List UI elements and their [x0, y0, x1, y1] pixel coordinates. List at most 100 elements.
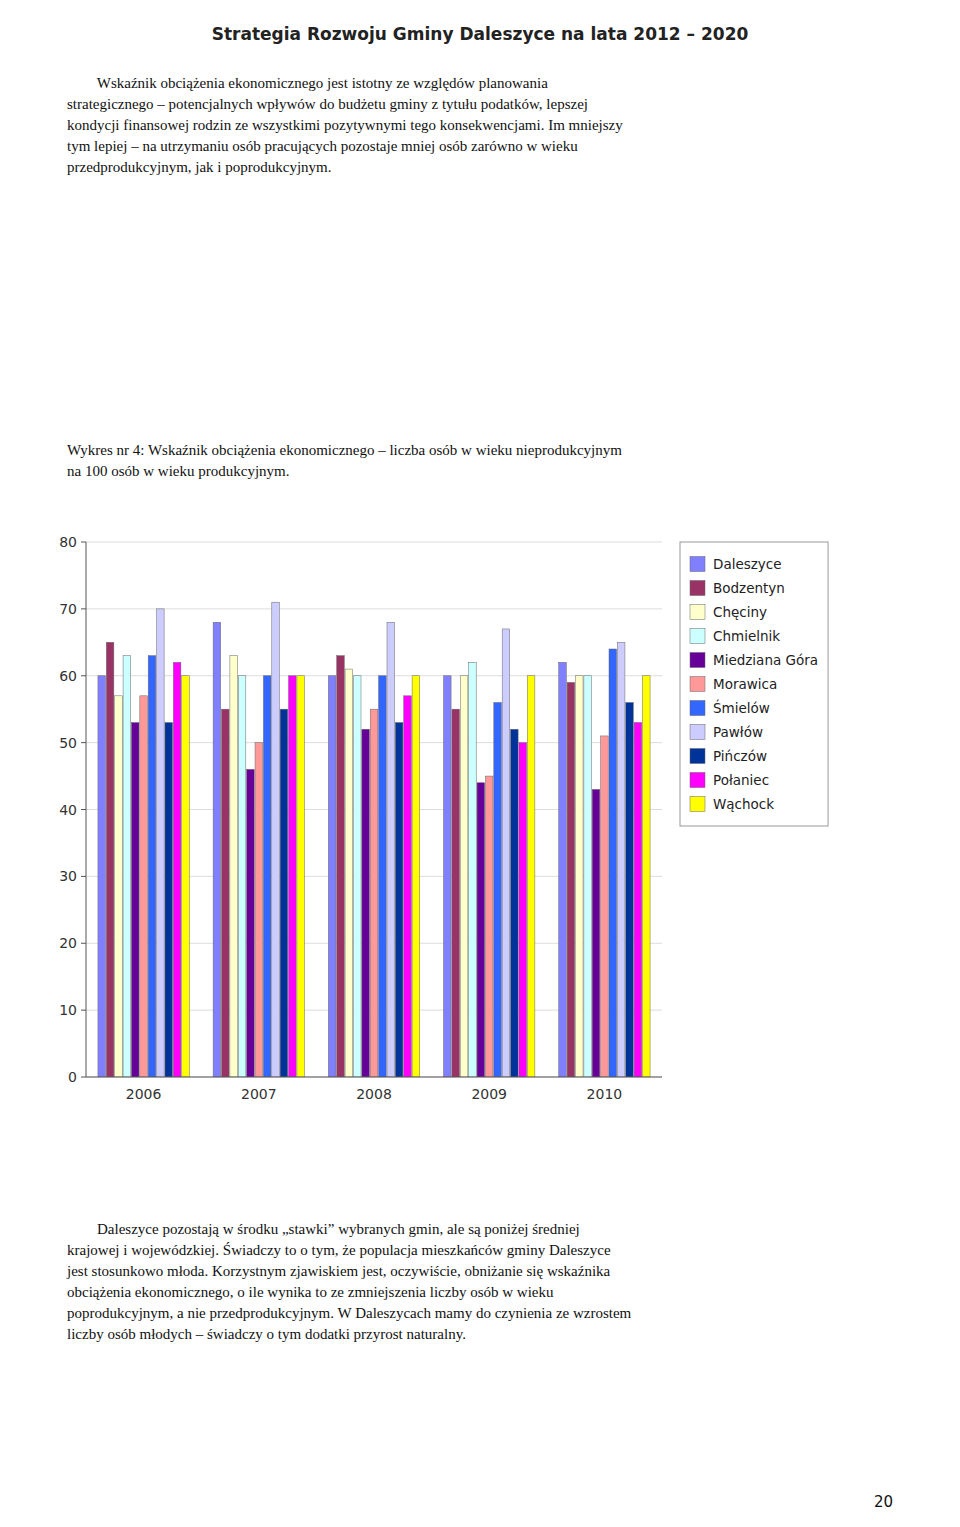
bar — [123, 656, 131, 1077]
series — [98, 622, 566, 1077]
y-tick-label: 20 — [59, 935, 77, 951]
bar — [173, 662, 181, 1077]
page-canvas: Strategia Rozwoju Gminy Daleszyce na lat… — [0, 0, 960, 1527]
bar — [601, 736, 609, 1077]
bar — [469, 662, 477, 1077]
bar — [511, 729, 519, 1077]
bar — [387, 622, 395, 1077]
y-tick — [81, 608, 86, 609]
legend-swatch — [690, 677, 705, 692]
series — [165, 703, 633, 1078]
bar — [328, 676, 336, 1077]
bar — [157, 609, 165, 1077]
page: {"chart_data": { "type": "bar", "title":… — [0, 0, 960, 1527]
y-tick-label: 0 — [68, 1069, 77, 1085]
bar — [131, 723, 139, 1077]
bar — [362, 729, 370, 1077]
legend-swatch — [690, 557, 705, 572]
y-tick — [81, 1077, 86, 1078]
x-tick-label: 2009 — [471, 1086, 507, 1102]
x-axis-line — [86, 1077, 662, 1078]
text-block: 20 — [874, 1493, 893, 1511]
paragraph-line: Wykres nr 4: Wskaźnik obciążenia ekonomi… — [67, 442, 622, 458]
y-tick — [81, 943, 86, 944]
y-tick-label: 60 — [59, 668, 77, 684]
legend: DaleszyceBodzentynChęcinyChmielnikMiedzi… — [680, 542, 828, 826]
bar — [106, 642, 114, 1077]
bar — [575, 676, 583, 1077]
bar — [263, 676, 271, 1077]
bar — [609, 649, 617, 1077]
bar — [213, 622, 221, 1077]
bar — [634, 723, 642, 1077]
grid-line — [86, 1077, 662, 1078]
bar — [289, 676, 297, 1077]
bar — [353, 676, 361, 1077]
paragraph-line: krajowej i wojewódzkiej. Świadczy to o t… — [67, 1242, 611, 1258]
y-axis-line — [86, 542, 87, 1077]
page-number: 20 — [874, 1493, 893, 1511]
y-axis: 01020304050607080 — [59, 534, 86, 1085]
y-tick-label: 40 — [59, 802, 77, 818]
paragraph-line: przedprodukcyjnym, jak i poprodukcyjnym. — [67, 159, 332, 175]
bar — [98, 676, 106, 1077]
x-tick-label: 2008 — [356, 1086, 392, 1102]
paragraph-line: Wskaźnik obciążenia ekonomicznego jest i… — [67, 75, 548, 91]
bar — [527, 676, 535, 1077]
legend-swatch — [690, 725, 705, 740]
bar — [584, 676, 592, 1077]
bar — [643, 676, 651, 1077]
bar — [272, 602, 280, 1077]
series — [182, 676, 650, 1077]
bar — [395, 723, 403, 1077]
bar — [559, 662, 567, 1077]
series — [157, 602, 625, 1077]
bar — [230, 656, 238, 1077]
y-tick-label: 50 — [59, 735, 77, 751]
legend-label: Śmielów — [713, 699, 770, 716]
bar — [238, 676, 246, 1077]
legend-swatch — [690, 749, 705, 764]
bar — [379, 676, 387, 1077]
x-tick-label: 2010 — [587, 1086, 623, 1102]
text-block: Daleszyce pozostają w środku „stawki” wy… — [66, 1221, 632, 1342]
bar — [182, 676, 190, 1077]
legend-swatch — [690, 581, 705, 596]
bar — [345, 669, 353, 1077]
legend-swatch — [690, 773, 705, 788]
legend-label: Bodzentyn — [713, 580, 785, 596]
series — [140, 696, 608, 1077]
y-tick — [81, 675, 86, 676]
bar — [297, 676, 305, 1077]
y-tick — [81, 809, 86, 810]
text-block: Wskaźnik obciążenia ekonomicznego jest i… — [67, 75, 623, 175]
paragraph-line: poprodukcyjnym, a nie przedprodukcyjnym.… — [67, 1305, 632, 1321]
series — [173, 662, 641, 1077]
y-tick — [81, 742, 86, 743]
legend-swatch — [690, 701, 705, 716]
bar — [412, 676, 420, 1077]
paragraph-line: na 100 osób w wieku produkcyjnym. — [67, 463, 289, 479]
legend-label: Wąchock — [713, 796, 774, 812]
paragraph-line: kondycji finansowej rodzin ze wszystkimi… — [67, 117, 623, 133]
bar — [626, 703, 634, 1078]
paragraph-line: obciążenia ekonomicznego, o ile wynika t… — [67, 1284, 554, 1300]
paragraph-line: Daleszyce pozostają w środku „stawki” wy… — [67, 1221, 580, 1237]
grid — [86, 542, 662, 1077]
bar — [485, 776, 493, 1077]
y-tick-label: 80 — [59, 534, 77, 550]
bar — [165, 723, 173, 1077]
legend-label: Pińczów — [713, 748, 767, 764]
bar — [592, 789, 600, 1077]
x-tick-label: 2007 — [241, 1086, 277, 1102]
paragraph-line: strategicznego – potencjalnych wpływów d… — [67, 96, 588, 112]
paragraph-line: jest stosunkowo młoda. Korzystnym zjawis… — [66, 1263, 611, 1279]
y-tick — [81, 1010, 86, 1011]
legend-label: Miedziana Góra — [713, 652, 818, 668]
bar — [444, 676, 452, 1077]
legend-swatch — [690, 629, 705, 644]
series — [115, 656, 583, 1077]
bar — [494, 703, 502, 1078]
legend-swatch — [690, 797, 705, 812]
y-tick — [81, 542, 86, 543]
